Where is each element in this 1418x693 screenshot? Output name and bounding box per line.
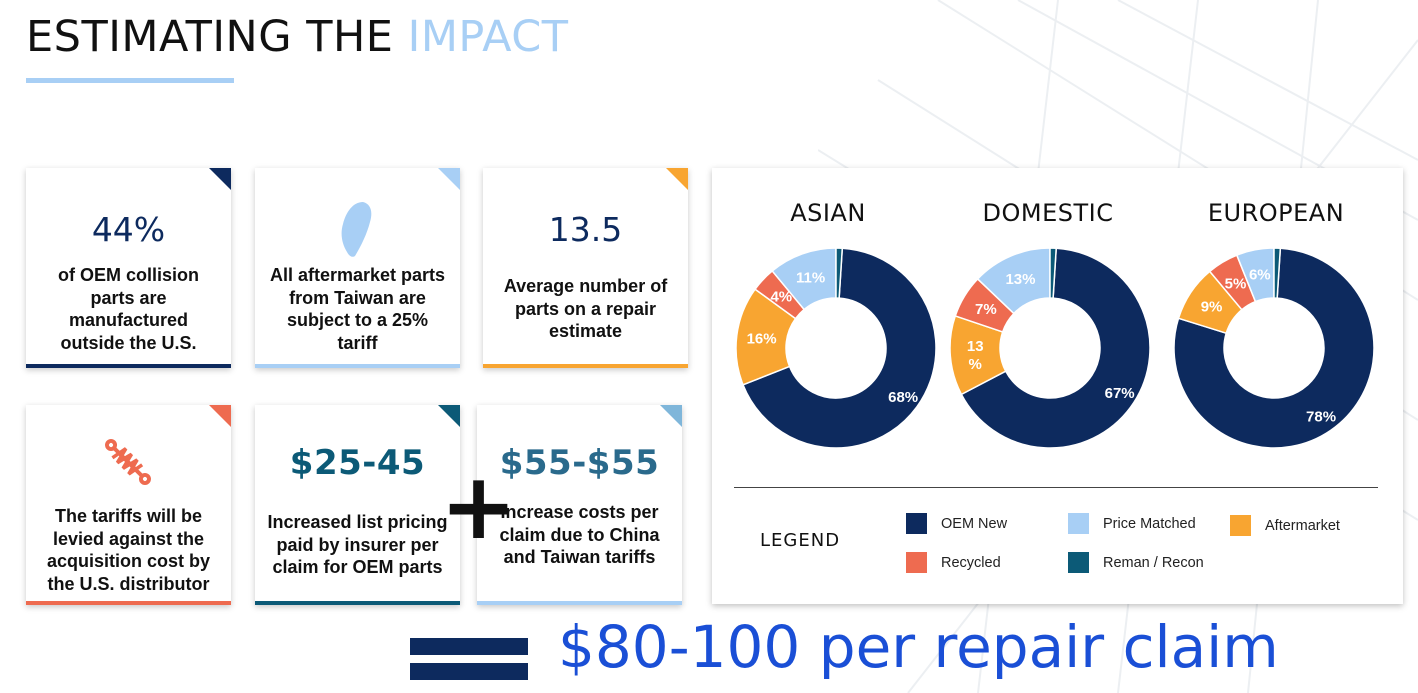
- legend-divider: [734, 487, 1378, 488]
- title-main: ESTIMATING THE: [26, 12, 408, 62]
- corner-accent: [209, 168, 231, 190]
- china-cost-desc: Increase costs per claim due to China an…: [499, 502, 660, 567]
- insurer-cost-desc: Increased list pricing paid by insurer p…: [267, 512, 448, 577]
- shock-absorber-icon: [105, 439, 151, 485]
- asian-slice-reman-recon: [835, 247, 844, 299]
- european-label-aftermarket: 9%: [1201, 298, 1223, 315]
- insurer-cost-value: $25-45: [289, 443, 426, 483]
- card-parts-count: 13.5 Average number of parts on a repair…: [483, 168, 688, 368]
- distributor-desc: The tariffs will be levied against the a…: [46, 506, 211, 594]
- legend-label-price-matched: Price Matched: [1103, 515, 1196, 532]
- oem-percent-desc: of OEM collision parts are manufactured …: [57, 265, 199, 353]
- legend-swatch-reman-recon: [1068, 552, 1089, 573]
- legend-item-reman-recon: Reman / Recon: [1068, 552, 1204, 573]
- card-bottom-bar: [26, 364, 231, 368]
- legend-item-recycled: Recycled: [906, 552, 1001, 573]
- asian-label-oem-new: 68%: [888, 389, 918, 406]
- legend-label-reman-recon: Reman / Recon: [1103, 554, 1204, 571]
- card-bottom-bar: [477, 601, 682, 605]
- domestic-slice-reman-recon: [1049, 247, 1058, 299]
- european-label-recycled: 5%: [1225, 276, 1247, 293]
- card-china-cost: $55-$55 Increase costs per claim due to …: [477, 405, 682, 605]
- legend-label-oem-new: OEM New: [941, 515, 1008, 532]
- card-oem-percent: 44% of OEM collision parts are manufactu…: [26, 168, 231, 368]
- donut-charts: 68% 16% 4%11% 67% 13 % 7% 13% 78% 9%5%6%: [735, 247, 1375, 449]
- domestic-label-price-matched: 13%: [1005, 271, 1035, 288]
- domestic-label-aftermarket: 13%: [967, 338, 984, 373]
- asian-label-recycled: 4%: [770, 289, 792, 306]
- legend-swatch-recycled: [906, 552, 927, 573]
- legend-item-price-matched: Price Matched: [1068, 513, 1196, 534]
- european-slice-reman-recon: [1273, 247, 1282, 299]
- chart-title-domestic: DOMESTIC: [982, 199, 1114, 227]
- card-bottom-bar: [26, 601, 231, 605]
- european-label-price-matched: 6%: [1249, 266, 1271, 283]
- parts-count-value: 13.5: [548, 210, 623, 249]
- european-label-oem-new: 78%: [1306, 408, 1336, 425]
- legend-item-aftermarket: Aftermarket: [1230, 515, 1340, 536]
- asian-label-price-matched: 11%: [796, 269, 825, 286]
- european-slice-oem-new: [1173, 247, 1375, 449]
- title-underline: [26, 78, 234, 83]
- equals-bar-bottom: [410, 663, 528, 680]
- oem-percent-value: 44%: [91, 210, 166, 249]
- domestic-slice-oem-new: [960, 247, 1151, 449]
- corner-accent: [438, 168, 460, 190]
- corner-accent: [660, 405, 682, 427]
- corner-accent: [438, 405, 460, 427]
- card-insurer-cost: $25-45 Increased list pricing paid by in…: [255, 405, 460, 605]
- asian-label-aftermarket: 16%: [747, 331, 777, 348]
- chart-title-asian: ASIAN: [790, 199, 866, 227]
- legend-swatch-aftermarket: [1230, 515, 1251, 536]
- legend-title: LEGEND: [760, 530, 841, 551]
- card-distributor: The tariffs will be levied against the a…: [26, 405, 231, 605]
- chart-title-european: EUROPEAN: [1207, 199, 1345, 227]
- legend-label-recycled: Recycled: [941, 554, 1001, 571]
- title-accent: IMPACT: [407, 12, 569, 62]
- total-cost: $80-100 per repair claim: [558, 613, 1279, 681]
- taiwan-map-icon: [341, 202, 372, 257]
- domestic-label-oem-new: 67%: [1105, 385, 1135, 402]
- page-title: ESTIMATING THE IMPACT: [26, 12, 569, 62]
- plus-sign: +: [440, 453, 518, 560]
- domestic-label-recycled: 7%: [975, 301, 997, 318]
- parts-count-desc: Average number of parts on a repair esti…: [503, 276, 668, 341]
- donut-chart-panel: ASIAN DOMESTIC EUROPEAN 68% 16% 4% 11% 67% 13…: [712, 168, 1403, 604]
- taiwan-desc: All aftermarket parts from Taiwan are su…: [269, 265, 446, 353]
- legend-item-oem-new: OEM New: [906, 513, 1007, 534]
- card-bottom-bar: [255, 364, 460, 368]
- asian-slice-oem-new: [742, 247, 937, 449]
- corner-accent: [209, 405, 231, 427]
- legend-label-aftermarket: Aftermarket: [1265, 517, 1340, 534]
- card-bottom-bar: [483, 364, 688, 368]
- card-bottom-bar: [255, 601, 460, 605]
- corner-accent: [666, 168, 688, 190]
- legend-swatch-oem-new: [906, 513, 927, 534]
- china-cost-value: $55-$55: [499, 443, 660, 483]
- card-taiwan: All aftermarket parts from Taiwan are su…: [255, 168, 460, 368]
- equals-bar-top: [410, 638, 528, 655]
- equals-sign: [410, 638, 528, 688]
- legend-swatch-price-matched: [1068, 513, 1089, 534]
